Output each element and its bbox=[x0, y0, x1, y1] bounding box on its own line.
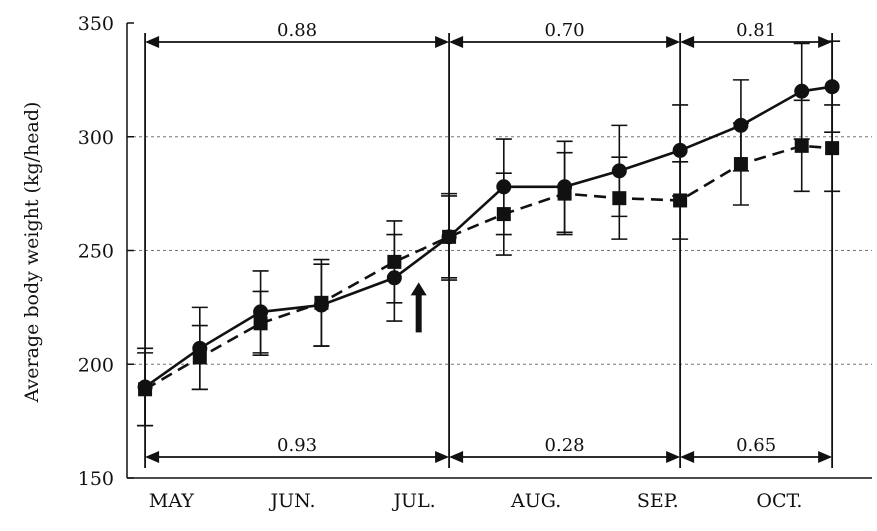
data-point-square bbox=[253, 316, 268, 331]
arrow-head-left bbox=[145, 36, 160, 48]
data-point-square bbox=[314, 295, 329, 310]
y-tick-label: 150 bbox=[78, 468, 114, 490]
data-point-square bbox=[387, 254, 402, 269]
x-tick-label: AUG. bbox=[510, 490, 561, 512]
arrow-head-right bbox=[435, 451, 450, 463]
data-point-square bbox=[192, 350, 207, 365]
arrow-head-left bbox=[680, 36, 695, 48]
period-coefficient-label: 0.65 bbox=[736, 435, 776, 456]
period-annotations: 0.88 0.70 0.81 0.93 0.28 0.65 bbox=[144, 20, 834, 468]
axes bbox=[126, 22, 872, 479]
solid-series-line bbox=[144, 85, 833, 389]
arrow-head-left bbox=[680, 451, 695, 463]
period-coefficient-label: 0.81 bbox=[736, 20, 776, 41]
y-tick-labels: 150 200 250 300 350 bbox=[78, 13, 114, 490]
y-tick-label: 250 bbox=[78, 241, 114, 263]
data-point-circle bbox=[824, 79, 840, 95]
data-point-square bbox=[612, 191, 627, 206]
x-tick-label: JUL. bbox=[391, 490, 435, 512]
data-point-square bbox=[794, 138, 809, 153]
x-tick-label: MAY bbox=[149, 490, 194, 512]
up-arrow-shaft bbox=[415, 292, 422, 333]
y-tick-label: 300 bbox=[78, 127, 114, 149]
y-tick-label: 200 bbox=[78, 354, 114, 376]
y-axis-label: Average body weight (kg/head) bbox=[21, 102, 43, 404]
data-point-square bbox=[733, 157, 748, 172]
y-tick-label: 350 bbox=[78, 13, 114, 35]
data-series bbox=[137, 40, 841, 427]
data-point-square bbox=[825, 141, 840, 156]
arrow-head-right bbox=[818, 451, 833, 463]
period-coefficient-label: 0.88 bbox=[277, 20, 317, 41]
up-arrow-icon bbox=[410, 282, 427, 296]
period-coefficient-label: 0.93 bbox=[277, 435, 317, 456]
x-tick-label: JUN. bbox=[268, 490, 315, 512]
x-tick-label: SEP. bbox=[637, 490, 679, 512]
arrow-head-right bbox=[435, 36, 450, 48]
arrow-head-right bbox=[666, 36, 681, 48]
data-point-square bbox=[557, 186, 572, 201]
data-point-square bbox=[496, 207, 511, 222]
data-point-circle bbox=[794, 83, 810, 99]
data-point-circle bbox=[672, 142, 688, 158]
arrow-head-left bbox=[449, 451, 464, 463]
grid-lines bbox=[127, 136, 872, 365]
x-tick-labels: MAY JUN. JUL. AUG. SEP. OCT. bbox=[149, 490, 803, 512]
dashed-series-line bbox=[144, 144, 833, 391]
x-tick-label: OCT. bbox=[756, 490, 802, 512]
arrow-head-left bbox=[449, 36, 464, 48]
period-coefficient-label: 0.28 bbox=[545, 435, 585, 456]
period-coefficient-label: 0.70 bbox=[545, 20, 585, 41]
arrow-head-right bbox=[666, 451, 681, 463]
data-point-square bbox=[442, 229, 457, 244]
data-point-square bbox=[138, 382, 153, 397]
data-point-square bbox=[673, 193, 688, 208]
arrow-head-left bbox=[145, 451, 160, 463]
